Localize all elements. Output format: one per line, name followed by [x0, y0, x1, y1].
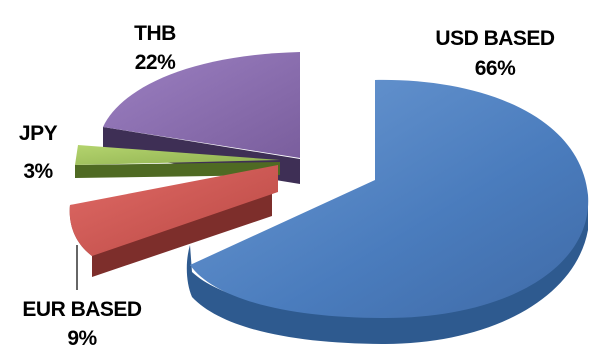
slice-eur [69, 165, 278, 256]
slice-usd [190, 79, 589, 318]
slice-side-jpy [75, 162, 280, 178]
label-name-usd: USD BASED [435, 27, 555, 50]
slice-jpy [75, 145, 280, 165]
label-value-usd: 66% [475, 57, 516, 80]
label-value-eur: 9% [67, 327, 97, 350]
label-value-thb: 22% [135, 51, 176, 74]
label-name-thb: THB [134, 22, 176, 45]
pie-tops [69, 52, 589, 318]
label-name-eur: EUR BASED [22, 298, 142, 321]
data-labels: USD BASED 66% THB 22% JPY 3% EUR BASED 9… [19, 22, 556, 350]
slice-thb [103, 52, 300, 158]
label-name-jpy: JPY [19, 122, 58, 145]
label-value-jpy: 3% [23, 160, 53, 183]
